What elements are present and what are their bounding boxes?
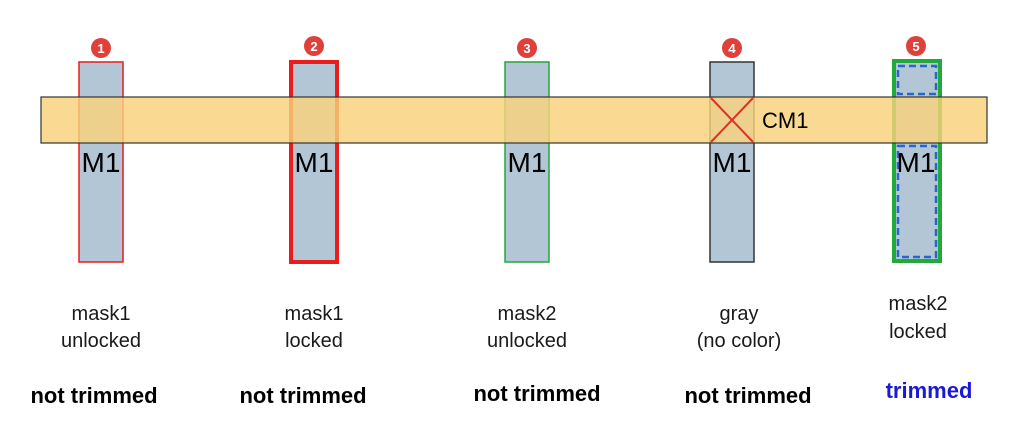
badge-2: 2 — [304, 36, 324, 56]
shape-3-desc-line2: unlocked — [487, 330, 567, 352]
badge-5: 5 — [906, 36, 926, 56]
badge-5-number: 5 — [912, 39, 919, 54]
shape-3-layer-label: M1 — [508, 147, 547, 178]
shape-1-body — [78, 61, 124, 263]
badge-4-number: 4 — [728, 41, 736, 56]
shape-5-desc-line1: mask2 — [889, 293, 948, 315]
shape-2-desc-line1: mask1 — [285, 303, 344, 325]
shape-2-body — [289, 60, 339, 264]
badge-4: 4 — [722, 38, 742, 58]
shape-2-status: not trimmed — [239, 383, 366, 408]
shape-5-layer-label: M1 — [897, 147, 936, 178]
trimmed-piece-bottom — [896, 144, 938, 259]
shape-4-layer-label: M1 — [713, 147, 752, 178]
shape-1-layer-label: M1 — [82, 147, 121, 178]
shape-3-desc-line1: mask2 — [498, 303, 557, 325]
shape-4-desc-line2: (no color) — [697, 330, 781, 352]
shape-4-desc-line1: gray — [720, 303, 759, 325]
shape-1-desc-line1: mask1 — [72, 303, 131, 325]
badge-1: 1 — [91, 38, 111, 58]
shape-4-body — [709, 61, 755, 263]
shape-4-status: not trimmed — [684, 383, 811, 408]
metal-bar-cm1 — [40, 96, 988, 144]
shape-2-layer-label: M1 — [295, 147, 334, 178]
metal-bar-label: CM1 — [762, 108, 808, 133]
badge-2-number: 2 — [310, 39, 317, 54]
shape-3-body — [504, 61, 550, 263]
shape-5-status: trimmed — [886, 378, 973, 403]
badge-3: 3 — [517, 38, 537, 58]
badge-1-number: 1 — [97, 41, 104, 56]
shape-3-status: not trimmed — [473, 381, 600, 406]
cut-mark-icon — [710, 97, 754, 143]
shape-5-desc-line2: locked — [889, 321, 947, 343]
badge-3-number: 3 — [523, 41, 530, 56]
shape-1-status: not trimmed — [30, 383, 157, 408]
shape-1-desc-line2: unlocked — [61, 330, 141, 352]
shape-2-desc-line2: locked — [285, 330, 343, 352]
